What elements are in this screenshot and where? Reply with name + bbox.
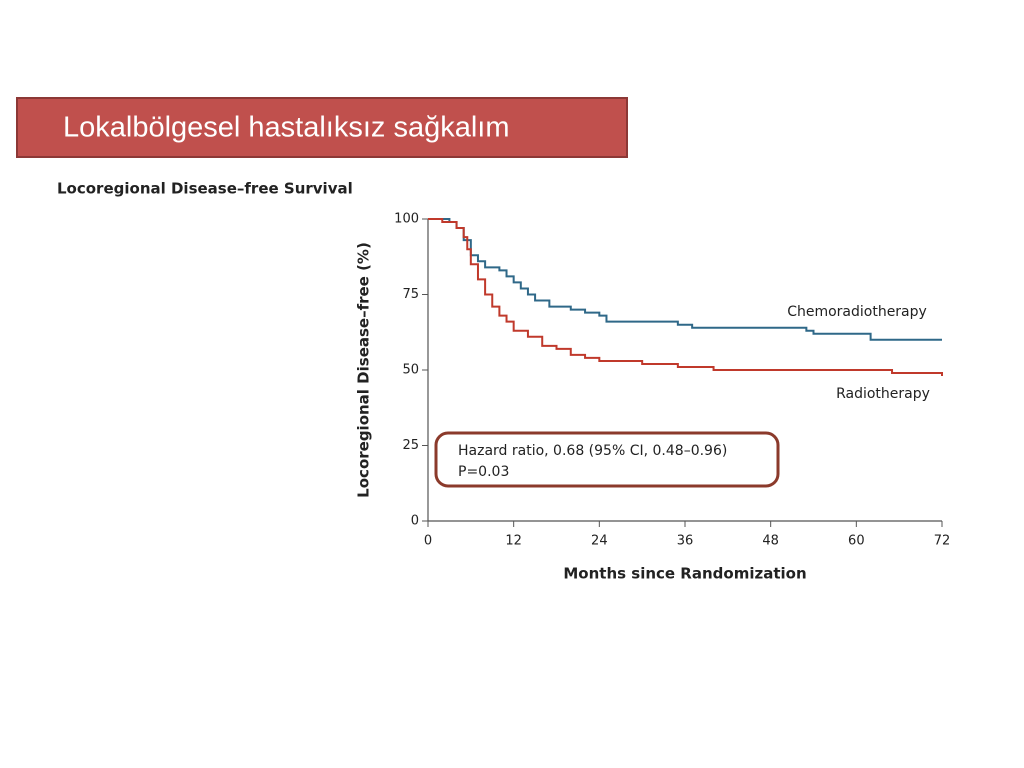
survival-curve: [428, 218, 942, 341]
y-tick-label: 25: [402, 438, 419, 453]
survival-curve: [428, 218, 943, 377]
y-tick-label: 0: [411, 514, 419, 529]
x-tick-label: 72: [934, 534, 951, 549]
y-axis-label: Locoregional Disease–free (%): [355, 242, 373, 498]
y-tick-label: 75: [402, 287, 419, 302]
series-label: Radiotherapy: [836, 386, 930, 402]
y-tick-label: 50: [402, 363, 419, 378]
y-tick-label: 100: [394, 212, 419, 227]
annotation: P=0.03: [458, 464, 509, 480]
series-label: Chemoradiotherapy: [787, 304, 927, 320]
x-tick-label: 48: [762, 534, 779, 549]
x-tick-label: 36: [677, 534, 694, 549]
x-tick-label: 24: [591, 534, 608, 549]
banner-box: [16, 97, 628, 158]
x-tick-label: 0: [424, 534, 432, 549]
annotation: Hazard ratio, 0.68 (95% CI, 0.48–0.96): [458, 443, 727, 459]
x-tick-label: 12: [505, 534, 522, 549]
annotation-box: [434, 431, 780, 488]
chart-title: Locoregional Disease–free Survival: [57, 180, 353, 198]
x-axis-label: Months since Randomization: [563, 565, 806, 583]
x-tick-label: 60: [848, 534, 865, 549]
banner-text: Lokalbölgesel hastalıksız sağkalım: [63, 112, 510, 144]
